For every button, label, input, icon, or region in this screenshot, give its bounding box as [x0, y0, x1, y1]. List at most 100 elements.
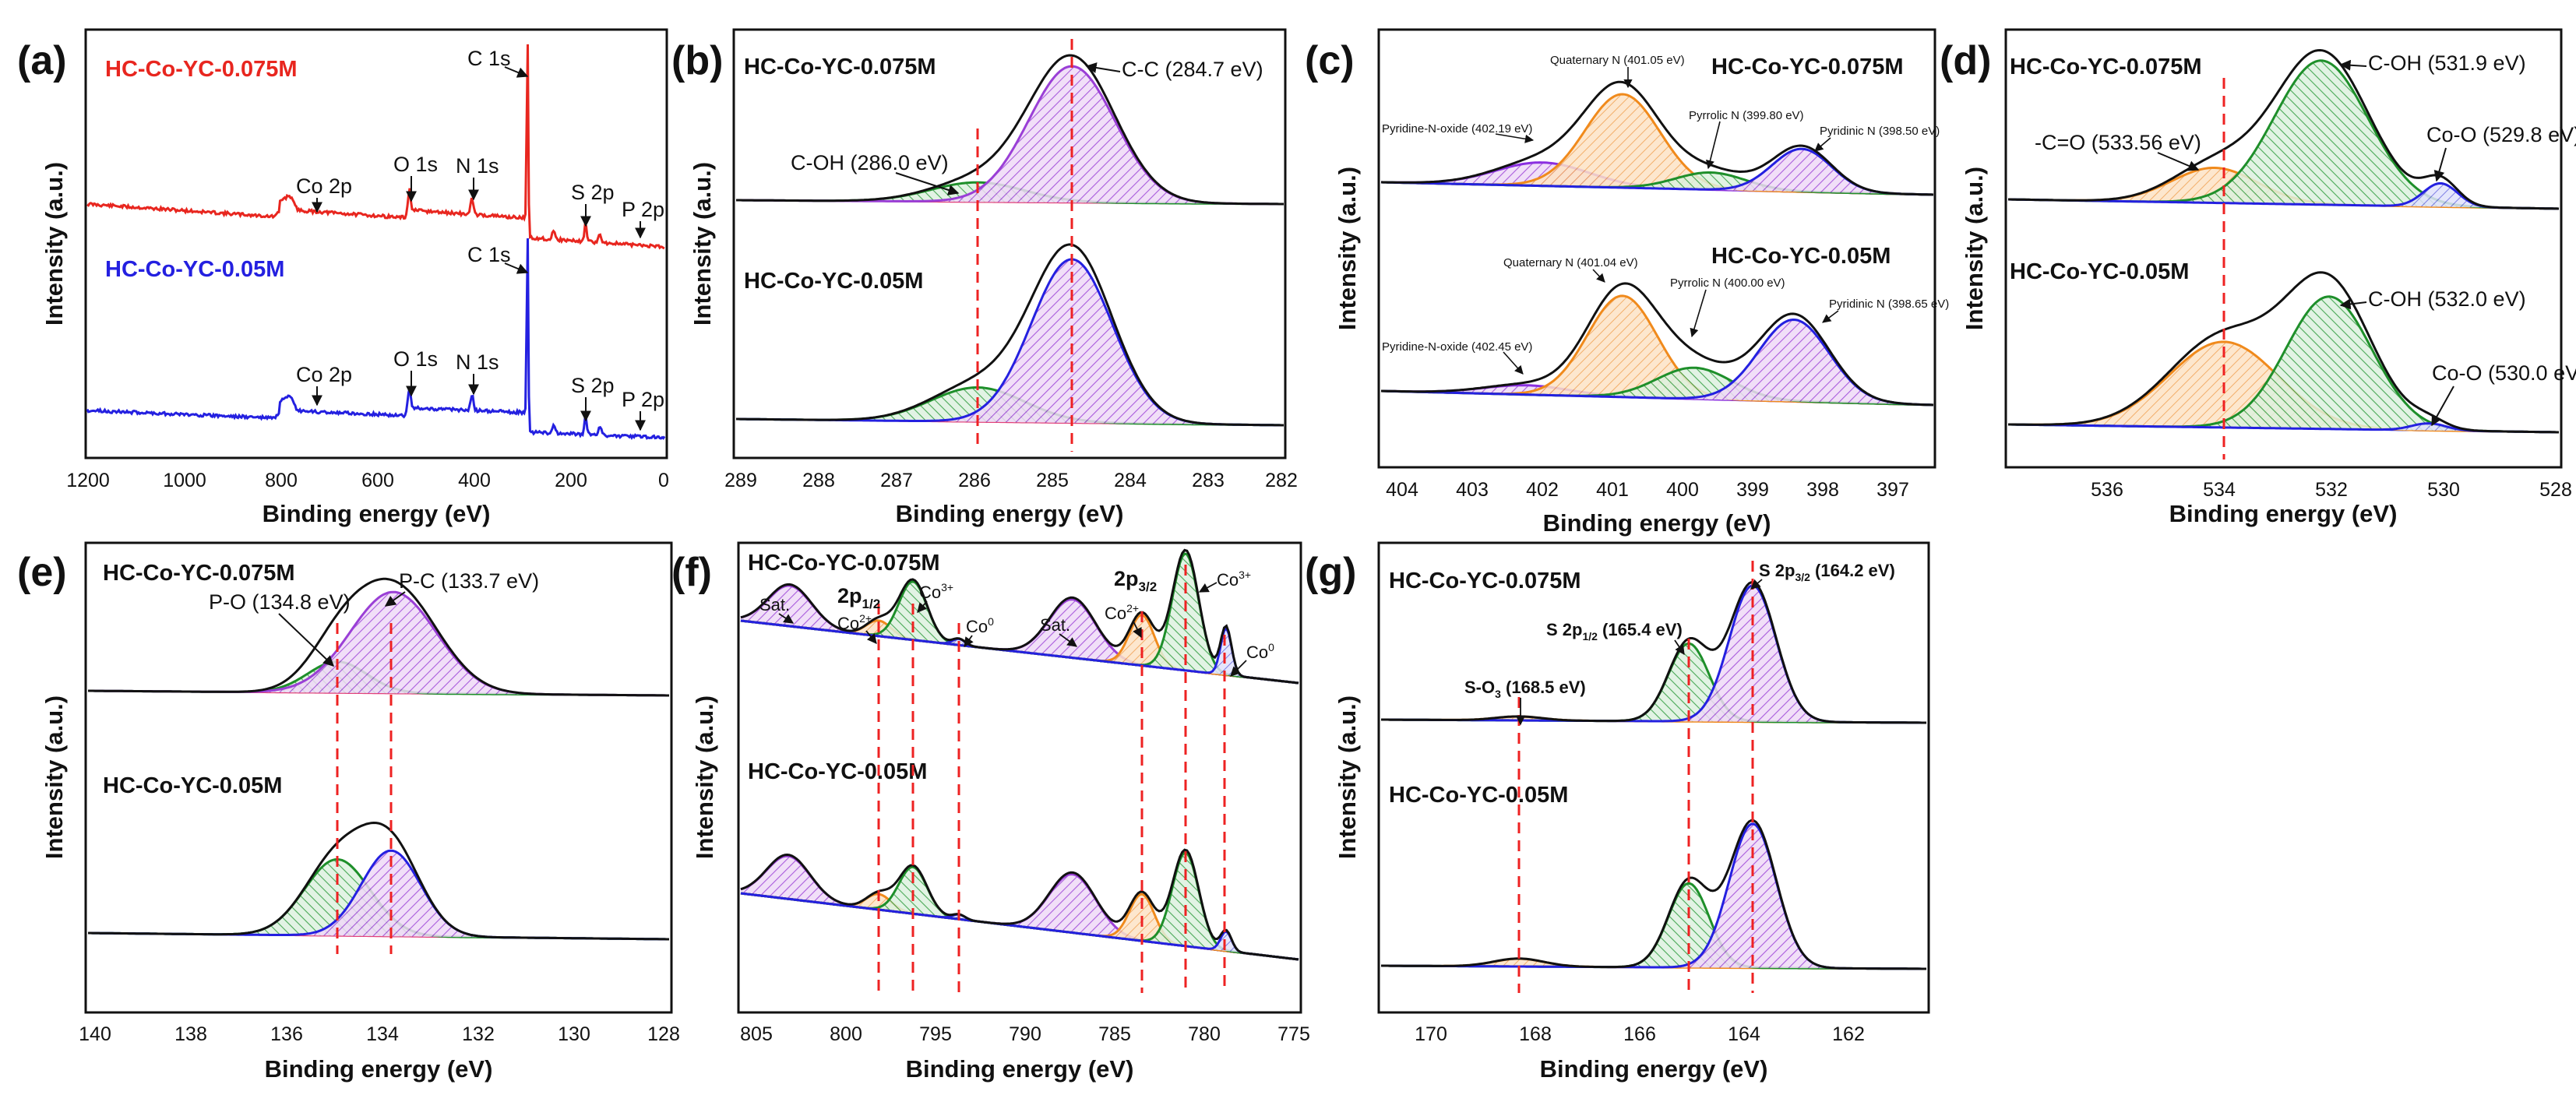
panel-d-x-axis-title: Binding energy (eV): [2169, 500, 2398, 527]
panel-f-075-component-fill: [741, 586, 1299, 683]
panel-f-y-axis-title: Intensity (a.u.): [691, 695, 718, 859]
panel-g-series-075-label: HC-Co-YC-0.075M: [1389, 569, 1581, 593]
panel-a-y-axis-title: Intensity (a.u.): [41, 162, 68, 326]
panel-c-xtick: 399: [1736, 479, 1769, 501]
panel-e-xtick: 130: [558, 1023, 590, 1045]
panel-d-075-component-fill: [2008, 60, 2559, 209]
panel-f-xtick: 790: [1009, 1023, 1041, 1045]
panel-a-s2p-05: S 2p: [571, 374, 615, 397]
panel-e-xtick: 138: [174, 1023, 207, 1045]
panel-a-n1s-05: N 1s: [456, 350, 499, 374]
panel-d-075-component-fill: [2008, 167, 2559, 209]
panel-d-coh-05: C-OH (532.0 eV): [2368, 287, 2526, 311]
panel-f-co0-label-2: Co0: [1246, 641, 1274, 662]
panel-c-05-component-fill: [1381, 319, 1933, 405]
panel-c-pno-05: Pyridine-N-oxide (402.45 eV): [1382, 340, 1532, 354]
panel-b-label: (b): [671, 38, 723, 83]
panel-b-series-075-label: HC-Co-YC-0.075M: [744, 55, 936, 79]
panel-c-pno-075: Pyridine-N-oxide (402.19 eV): [1382, 122, 1532, 136]
panel-f-2p12-label: 2p1/2: [837, 584, 880, 611]
panel-c-series-075-label: HC-Co-YC-0.075M: [1711, 55, 1904, 79]
panel-g-075-envelope: [1381, 581, 1926, 724]
panel-f-co0-label: Co0: [966, 615, 994, 636]
panel-d-075-component-fill: [2008, 183, 2559, 209]
panel-b-y-axis-title: Intensity (a.u.): [689, 162, 716, 326]
panel-a-xtick: 400: [458, 470, 491, 491]
panel-b-xtick: 282: [1265, 470, 1298, 491]
panel-e-05-component-fill: [88, 850, 669, 939]
panel-f-label: (f): [671, 550, 712, 595]
panel-d-05-component-fill: [2008, 296, 2559, 432]
panel-a-c1s-075: C 1s: [467, 47, 511, 70]
panel-d-05-component-fill: [2008, 423, 2559, 432]
panel-d-075-envelope: [2008, 48, 2560, 210]
panel-a-p2p-075: P 2p: [622, 198, 664, 221]
panel-c-xtick: 403: [1456, 479, 1489, 501]
panel-d-fit-components: [2007, 48, 2560, 434]
panel-b-xtick: 285: [1036, 470, 1069, 491]
panel-e-frame: [84, 541, 673, 1014]
panel-e-x-axis-title: Binding energy (eV): [265, 1055, 493, 1083]
panel-a: (a) HC-Co-YC-0.075M HC-Co-YC-0.05M C 1s …: [17, 28, 669, 527]
panel-e-xtick: 134: [366, 1023, 399, 1045]
panel-e-y-axis-title: Intensity (a.u.): [41, 695, 68, 859]
panel-f-fit-components: [740, 548, 1299, 961]
panel-f-075-component-line: [740, 619, 1299, 685]
panel-e-pc-label: P-C (133.7 eV): [399, 569, 539, 593]
panel-b-series-05-label: HC-Co-YC-0.05M: [744, 269, 923, 294]
panel-c-xtick: 404: [1386, 479, 1418, 501]
panel-a-xtick: 0: [658, 470, 669, 491]
panel-f-xtick: 805: [740, 1023, 773, 1045]
panel-b-xtick: 286: [958, 470, 991, 491]
panel-c-05-envelope: [1381, 282, 1934, 407]
panel-c-pyrid-075: Pyridinic N (398.50 eV): [1820, 125, 1940, 138]
panel-c-pyrr-075: Pyrrolic N (399.80 eV): [1689, 109, 1804, 122]
panel-e-series-075-label: HC-Co-YC-0.075M: [103, 561, 295, 586]
panel-c-xtick: 401: [1596, 479, 1629, 501]
panel-b-x-axis-title: Binding energy (eV): [896, 500, 1124, 527]
panel-g-s2p32-label: S 2p3/2 (164.2 eV): [1759, 561, 1895, 583]
panel-d-xtick: 528: [2539, 479, 2572, 501]
panel-b-05-envelope: [736, 243, 1284, 427]
panel-a-x-ticks: 1200 1000 800 600 400 200 0: [66, 470, 669, 491]
panel-e-075-envelope: [88, 577, 669, 697]
panel-c-xtick: 402: [1526, 479, 1559, 501]
panel-b-xtick: 289: [724, 470, 757, 491]
panel-f-frame: [737, 541, 1302, 1014]
panel-d-coh-075: C-OH (531.9 eV): [2368, 51, 2526, 75]
panel-f-075-component-fill: [741, 554, 1299, 683]
panel-e-x-ticks: 140 138 136 134 132 130 128: [79, 1023, 680, 1045]
panel-c-075-envelope: [1380, 80, 1934, 196]
panel-e-xtick: 136: [270, 1023, 303, 1045]
panel-c-x-ticks: 404 403 402 401 400 399 398 397: [1386, 479, 1909, 501]
panel-d-series-05-label: HC-Co-YC-0.05M: [2010, 259, 2189, 284]
panel-f-co3-label-2: Co3+: [1217, 569, 1251, 590]
panel-b-xtick: 287: [880, 470, 913, 491]
panel-c-05-component-fill: [1381, 368, 1933, 405]
panel-c-pyrid-05: Pyridinic N (398.65 eV): [1829, 298, 1949, 311]
panel-d: (d) HC-Co-YC-0.075M HC-Co-YC-0.05M C-OH …: [1940, 28, 2576, 527]
panel-a-spectrum-075: [86, 44, 665, 250]
panel-g-x-axis-title: Binding energy (eV): [1540, 1055, 1768, 1083]
panel-f-series-05-label: HC-Co-YC-0.05M: [748, 759, 927, 784]
panel-f-x-ticks: 805 800 795 790 785 780 775: [740, 1023, 1310, 1045]
panel-d-xtick: 536: [2091, 479, 2123, 501]
panel-e-05-envelope: [88, 821, 669, 941]
panel-a-co2p-05: Co 2p: [296, 363, 352, 386]
panel-c-xtick: 398: [1806, 479, 1839, 501]
panel-b-cc-label: C-C (284.7 eV): [1122, 58, 1263, 81]
panel-e-xtick: 140: [79, 1023, 111, 1045]
panel-f-075-envelope: [740, 548, 1299, 685]
panel-g-series-05-label: HC-Co-YC-0.05M: [1389, 783, 1568, 808]
panel-e-075-component-fill: [88, 592, 669, 695]
panel-f-xtick: 800: [830, 1023, 862, 1045]
panel-b-xtick: 284: [1114, 470, 1147, 491]
panel-c-x-axis-title: Binding energy (eV): [1543, 509, 1771, 537]
panel-e-xtick: 132: [462, 1023, 495, 1045]
panel-a-label: (a): [17, 38, 67, 83]
panel-d-xtick: 532: [2315, 479, 2348, 501]
panel-d-series-075-label: HC-Co-YC-0.075M: [2010, 55, 2202, 79]
panel-c-y-axis-title: Intensity (a.u.): [1334, 167, 1361, 330]
panel-c-075-component-fill: [1381, 149, 1933, 195]
panel-a-p2p-05: P 2p: [622, 388, 664, 411]
